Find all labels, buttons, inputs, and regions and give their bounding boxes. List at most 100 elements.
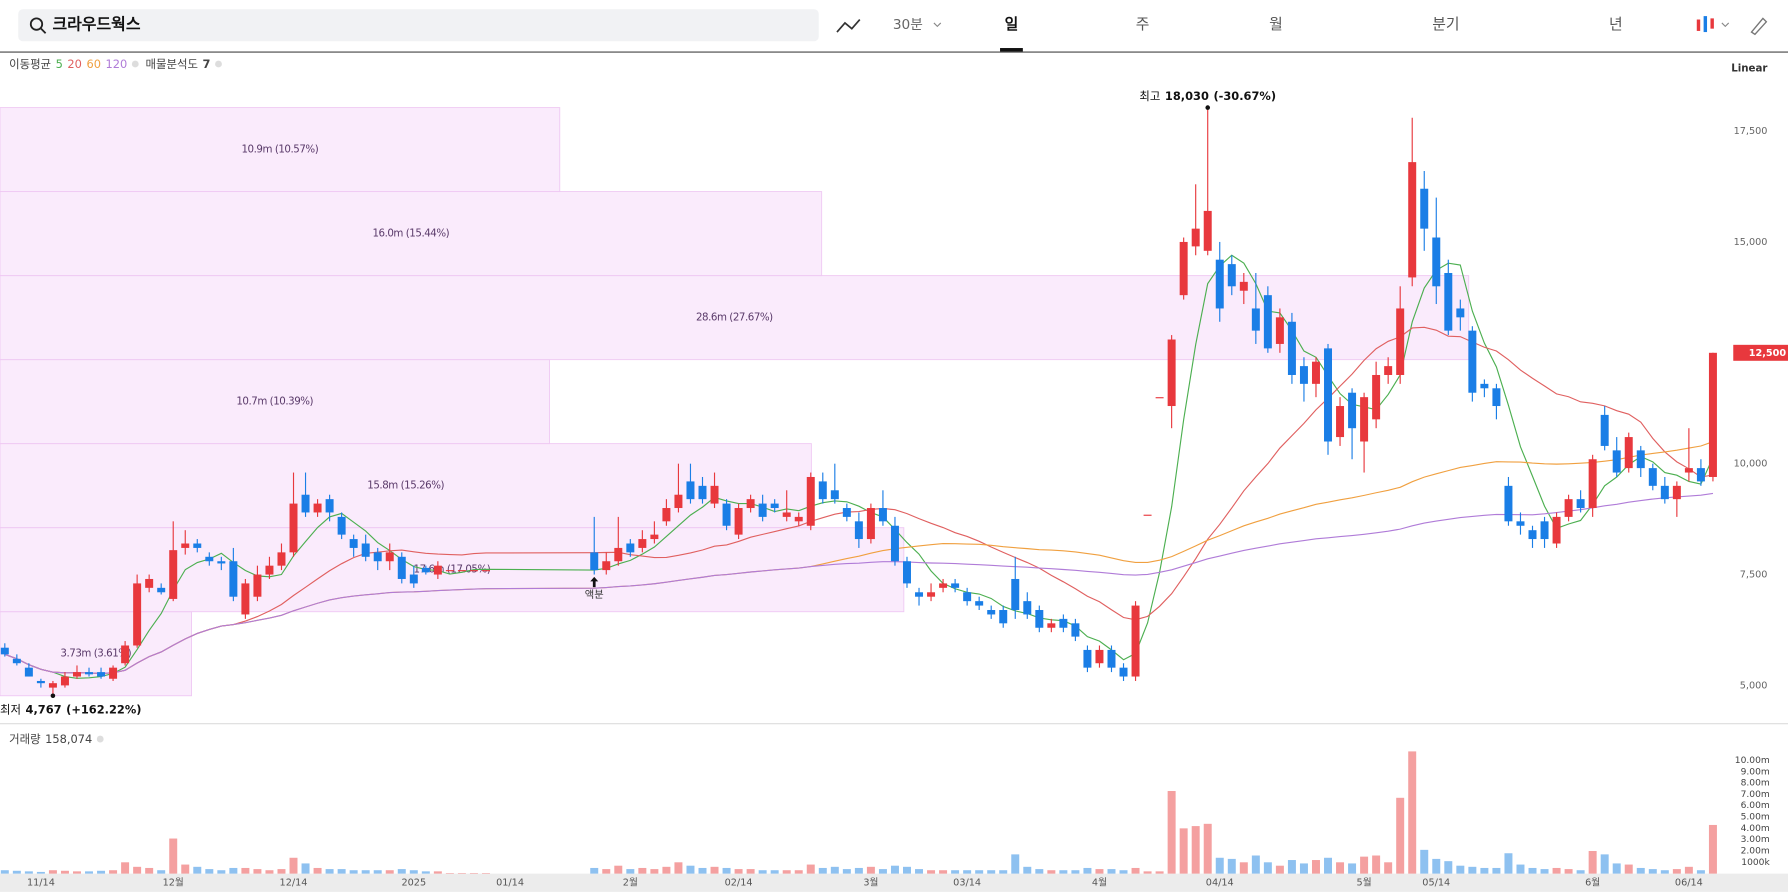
volume-bar — [409, 870, 418, 874]
candle-body — [1239, 281, 1248, 291]
legend-entry: 20 — [67, 56, 82, 70]
candle-body — [975, 601, 984, 606]
legend-close[interactable] — [215, 60, 222, 68]
volume-bar — [121, 862, 130, 874]
candle-body — [1167, 339, 1176, 407]
volume-bar — [313, 867, 322, 874]
period-tab[interactable]: 년 — [1609, 16, 1623, 33]
candle-body — [927, 592, 936, 597]
volume-bar — [975, 870, 984, 874]
x-tick-label: 4월 — [1092, 877, 1107, 889]
x-tick-label: 06/14 — [1675, 878, 1703, 889]
candle-body — [1083, 649, 1092, 668]
volume-bar — [289, 857, 298, 874]
scale-label[interactable]: Linear — [1731, 63, 1768, 75]
volume-bar — [1432, 858, 1441, 874]
volume-bar — [385, 870, 394, 874]
candle-body — [1504, 485, 1513, 522]
candle-body — [121, 645, 130, 664]
volume-bar — [301, 863, 310, 874]
price-tag-label: 12,500 — [1749, 348, 1787, 359]
candle-body — [1708, 352, 1717, 477]
event-arrow — [590, 576, 599, 588]
search-icon — [40, 28, 47, 34]
period-tab[interactable]: 분기 — [1432, 16, 1459, 33]
candle-body — [903, 561, 911, 584]
profile-label: 16.0m (15.44%) — [372, 228, 449, 240]
volume-bar — [1251, 855, 1260, 874]
volume-bar — [72, 871, 81, 874]
volume-bar — [445, 873, 454, 874]
candle-body — [915, 592, 924, 597]
legend-entry: 60 — [86, 56, 100, 70]
volume-bar — [1552, 867, 1561, 874]
profile-box — [0, 359, 550, 445]
volume-bar — [1348, 863, 1357, 874]
volume-bar — [457, 873, 466, 874]
x-tick-label: 12/14 — [280, 878, 308, 889]
candle-body — [686, 481, 695, 500]
volume-bar — [842, 869, 851, 874]
volume-bar — [48, 870, 57, 874]
period-tab[interactable]: 일 — [1005, 16, 1019, 33]
volume-bar — [253, 869, 262, 874]
candle-body — [337, 516, 346, 535]
price-tag — [1733, 344, 1788, 361]
candle-body — [1396, 308, 1405, 375]
volume-bar — [854, 867, 863, 874]
event-label: 액분 — [585, 589, 604, 601]
text-part: 최고 — [1139, 89, 1160, 103]
draw-icon[interactable] — [1750, 17, 1768, 36]
candle-body — [241, 583, 250, 615]
volume-bar — [1492, 867, 1501, 874]
candle-body — [1275, 317, 1284, 344]
volume-bar — [1672, 869, 1681, 874]
period-tab[interactable]: 월 — [1269, 16, 1283, 33]
candle-body — [987, 610, 996, 615]
indicator-icon[interactable] — [836, 18, 861, 33]
volume-bar — [963, 870, 972, 874]
low-annotation: 최저 4,767 (+162.22%) — [0, 702, 141, 716]
profile-label: 28.6m (27.67%) — [696, 312, 773, 324]
candle-body — [205, 556, 214, 562]
legend-entry: 120 — [106, 56, 128, 70]
x-tick-label: 2월 — [623, 877, 638, 889]
candle-body — [1456, 308, 1465, 318]
volume-bar — [674, 862, 683, 874]
moving-average-line — [4, 254, 1714, 679]
search-box[interactable] — [18, 9, 819, 42]
search-text[interactable]: 크라우드웍스 — [52, 15, 140, 34]
volume-tick-label: 10.00m — [1735, 756, 1770, 766]
candle-body — [1215, 259, 1224, 309]
volume-bar — [939, 870, 948, 874]
icon-part — [1696, 19, 1701, 31]
volume-bar — [1275, 865, 1284, 874]
legend-close[interactable] — [131, 60, 139, 68]
candle-body — [662, 508, 671, 522]
volume-bar — [1468, 866, 1477, 874]
interval-select[interactable]: 30분 — [893, 17, 923, 33]
profile-legend: 매물분석도 7 — [146, 56, 211, 70]
volume-bar — [1299, 863, 1308, 874]
period-tab[interactable]: 주 — [1136, 16, 1150, 33]
volume-bar — [1035, 869, 1044, 874]
candle-body — [1287, 321, 1296, 375]
candle-body — [181, 543, 190, 548]
candle-body — [109, 667, 118, 679]
candle-body — [1384, 366, 1393, 375]
legend-entry: 5 — [56, 56, 63, 70]
x-tick-label: 02/14 — [725, 878, 753, 889]
volume-bar — [1179, 828, 1188, 874]
candle-body — [1648, 468, 1657, 486]
volume-bar — [217, 870, 226, 874]
volume-bar — [602, 869, 611, 874]
low-marker — [50, 693, 56, 699]
legend-close[interactable] — [96, 735, 104, 743]
candle-body — [818, 481, 827, 500]
candle-body — [60, 676, 69, 686]
volume-last: 158,074 — [45, 732, 92, 746]
candle-body — [650, 534, 659, 540]
y-tick-label: 5,000 — [1740, 680, 1768, 691]
chart-type-icon[interactable] — [1696, 16, 1714, 33]
